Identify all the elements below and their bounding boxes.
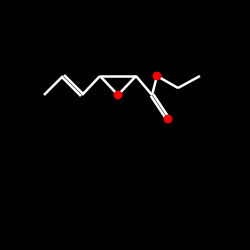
Point [166, 117, 170, 121]
Point [155, 74, 159, 78]
Point [116, 93, 120, 97]
